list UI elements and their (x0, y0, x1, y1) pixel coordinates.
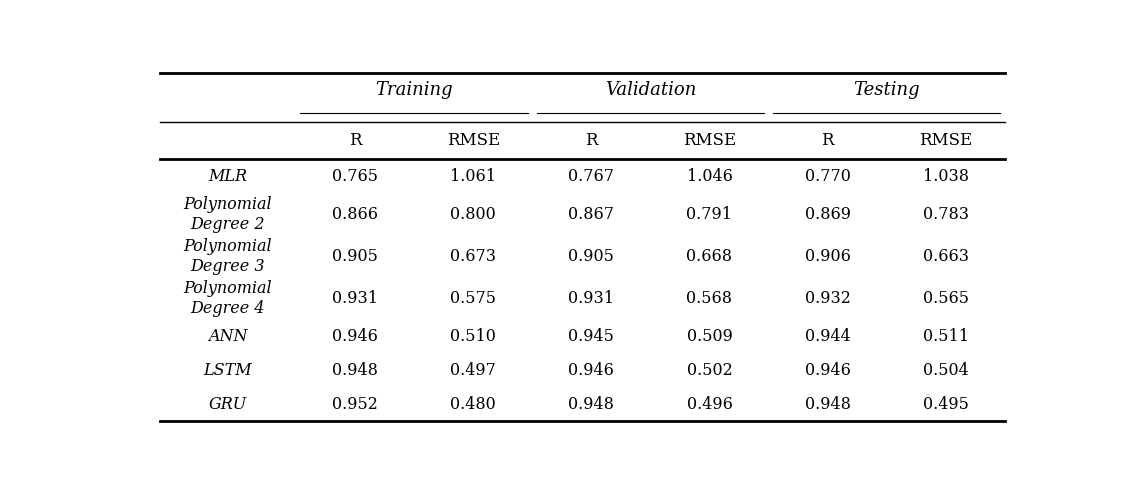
Text: 1.061: 1.061 (450, 168, 496, 185)
Text: Testing: Testing (853, 81, 920, 99)
Text: R: R (349, 132, 361, 149)
Text: 0.673: 0.673 (450, 248, 496, 265)
Text: 0.770: 0.770 (804, 168, 851, 185)
Text: 0.948: 0.948 (804, 396, 851, 413)
Text: Training: Training (375, 81, 453, 99)
Text: 0.504: 0.504 (922, 362, 969, 379)
Text: 0.800: 0.800 (450, 206, 496, 223)
Text: LSTM: LSTM (203, 362, 252, 379)
Text: RMSE: RMSE (683, 132, 736, 149)
Text: R: R (821, 132, 834, 149)
Text: 0.866: 0.866 (332, 206, 378, 223)
Text: 0.867: 0.867 (568, 206, 615, 223)
Text: 0.565: 0.565 (922, 290, 969, 307)
Text: 0.945: 0.945 (568, 328, 615, 345)
Text: GRU: GRU (209, 396, 247, 413)
Text: ANN: ANN (208, 328, 248, 345)
Text: 0.869: 0.869 (804, 206, 851, 223)
Text: 0.509: 0.509 (686, 328, 733, 345)
Text: 1.038: 1.038 (922, 168, 969, 185)
Text: 0.952: 0.952 (332, 396, 378, 413)
Text: 0.502: 0.502 (686, 362, 733, 379)
Text: 0.568: 0.568 (686, 290, 733, 307)
Text: 0.931: 0.931 (332, 290, 378, 307)
Text: MLR: MLR (208, 168, 248, 185)
Text: 0.932: 0.932 (804, 290, 851, 307)
Text: 0.905: 0.905 (568, 248, 615, 265)
Text: Validation: Validation (604, 81, 696, 99)
Text: 0.765: 0.765 (332, 168, 378, 185)
Text: 0.663: 0.663 (922, 248, 969, 265)
Text: R: R (585, 132, 598, 149)
Text: 0.948: 0.948 (332, 362, 378, 379)
Text: 0.948: 0.948 (568, 396, 615, 413)
Text: 0.510: 0.510 (450, 328, 496, 345)
Text: Polynomial
Degree 4: Polynomial Degree 4 (184, 280, 273, 317)
Text: RMSE: RMSE (446, 132, 500, 149)
Text: Polynomial
Degree 3: Polynomial Degree 3 (184, 238, 273, 275)
Text: 0.575: 0.575 (450, 290, 496, 307)
Text: 0.946: 0.946 (568, 362, 615, 379)
Text: 0.931: 0.931 (568, 290, 615, 307)
Text: 1.046: 1.046 (686, 168, 733, 185)
Text: 0.946: 0.946 (332, 328, 378, 345)
Text: 0.905: 0.905 (332, 248, 378, 265)
Text: RMSE: RMSE (919, 132, 972, 149)
Text: 0.767: 0.767 (568, 168, 615, 185)
Text: 0.906: 0.906 (804, 248, 851, 265)
Text: 0.783: 0.783 (922, 206, 969, 223)
Text: 0.497: 0.497 (450, 362, 496, 379)
Text: 0.511: 0.511 (922, 328, 969, 345)
Text: 0.495: 0.495 (922, 396, 969, 413)
Text: Polynomial
Degree 2: Polynomial Degree 2 (184, 196, 273, 233)
Text: 0.946: 0.946 (804, 362, 851, 379)
Text: 0.480: 0.480 (450, 396, 496, 413)
Text: 0.668: 0.668 (686, 248, 733, 265)
Text: 0.944: 0.944 (804, 328, 851, 345)
Text: 0.496: 0.496 (686, 396, 733, 413)
Text: 0.791: 0.791 (686, 206, 733, 223)
